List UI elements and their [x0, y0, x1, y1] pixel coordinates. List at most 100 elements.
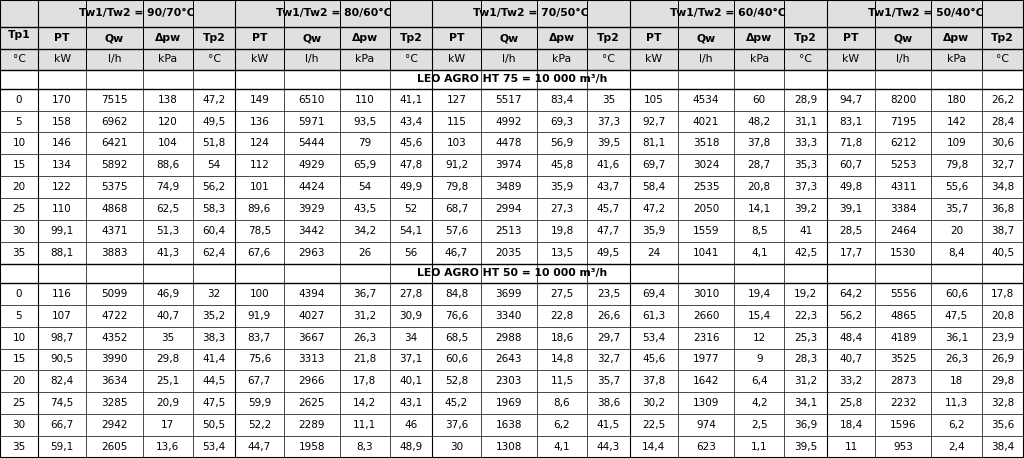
Text: 34,1: 34,1	[794, 398, 817, 408]
Text: 35,6: 35,6	[991, 420, 1015, 430]
Bar	[193, 0, 236, 27]
Text: 79,8: 79,8	[445, 182, 468, 192]
Text: 47,5: 47,5	[945, 311, 968, 321]
Text: 28,5: 28,5	[840, 226, 862, 236]
Text: Tp2: Tp2	[203, 33, 225, 43]
Text: l/h: l/h	[896, 55, 910, 65]
Text: 32,7: 32,7	[991, 160, 1015, 170]
Text: 35,7: 35,7	[597, 376, 620, 387]
Text: 45,2: 45,2	[445, 398, 468, 408]
Text: 2535: 2535	[693, 182, 719, 192]
Text: 15: 15	[12, 354, 26, 365]
Text: 52,2: 52,2	[248, 420, 271, 430]
Text: 4424: 4424	[298, 182, 325, 192]
Bar	[537, 27, 587, 49]
Text: 83,1: 83,1	[840, 116, 862, 126]
Text: 59,1: 59,1	[50, 442, 74, 452]
Text: 41,4: 41,4	[203, 354, 225, 365]
Text: 32,7: 32,7	[597, 354, 620, 365]
Text: l/h: l/h	[502, 55, 515, 65]
Text: 47,7: 47,7	[597, 226, 620, 236]
Text: 71,8: 71,8	[840, 138, 862, 148]
Text: 31,1: 31,1	[794, 116, 817, 126]
Text: 65,9: 65,9	[353, 160, 377, 170]
Text: 8,5: 8,5	[751, 226, 768, 236]
Text: 34,2: 34,2	[353, 226, 377, 236]
Text: 25,1: 25,1	[156, 376, 179, 387]
Text: 30: 30	[12, 420, 26, 430]
Text: 109: 109	[946, 138, 967, 148]
Bar	[390, 27, 432, 49]
Bar	[390, 49, 432, 70]
Bar	[587, 27, 630, 49]
Bar	[0, 414, 1024, 436]
Text: Tw1/Tw2 = 50/40°C: Tw1/Tw2 = 50/40°C	[867, 8, 983, 18]
Text: 4,1: 4,1	[751, 248, 768, 258]
Text: 98,7: 98,7	[50, 333, 74, 343]
Text: 93,5: 93,5	[353, 116, 377, 126]
Text: 1638: 1638	[496, 420, 522, 430]
Bar	[0, 70, 1024, 89]
Text: 81,1: 81,1	[642, 138, 666, 148]
Bar	[86, 27, 142, 49]
Text: 4371: 4371	[101, 226, 128, 236]
Text: 79: 79	[358, 138, 372, 148]
Text: 5253: 5253	[890, 160, 916, 170]
Text: kW: kW	[251, 55, 268, 65]
Text: 2966: 2966	[298, 376, 325, 387]
Text: 2303: 2303	[496, 376, 522, 387]
Bar	[876, 49, 931, 70]
Text: 18,6: 18,6	[551, 333, 573, 343]
Text: 47,8: 47,8	[399, 160, 423, 170]
Bar	[982, 27, 1024, 49]
Text: 68,5: 68,5	[445, 333, 468, 343]
Text: 35: 35	[12, 442, 26, 452]
Text: 3883: 3883	[101, 248, 128, 258]
Text: 57,6: 57,6	[445, 226, 468, 236]
Bar	[236, 27, 284, 49]
Text: 2232: 2232	[890, 398, 916, 408]
Text: Tp2: Tp2	[399, 33, 423, 43]
Text: 45,6: 45,6	[642, 354, 666, 365]
Text: 17: 17	[161, 420, 174, 430]
Text: 41: 41	[799, 226, 812, 236]
Text: 17,8: 17,8	[991, 289, 1015, 299]
Text: 48,2: 48,2	[748, 116, 771, 126]
Text: 23,5: 23,5	[597, 289, 620, 299]
Text: 35: 35	[161, 333, 174, 343]
Text: 90,5: 90,5	[50, 354, 74, 365]
Text: °C: °C	[602, 55, 614, 65]
Text: 31,2: 31,2	[353, 311, 377, 321]
Text: 3024: 3024	[693, 160, 719, 170]
Text: 4722: 4722	[101, 311, 128, 321]
Text: 136: 136	[250, 116, 269, 126]
Text: 40,1: 40,1	[399, 376, 423, 387]
Text: 17,7: 17,7	[840, 248, 862, 258]
Text: 18,4: 18,4	[840, 420, 862, 430]
Text: 26,3: 26,3	[945, 354, 968, 365]
Text: 39,5: 39,5	[597, 138, 620, 148]
Bar	[0, 110, 1024, 132]
Bar	[784, 0, 826, 27]
Text: 6,4: 6,4	[751, 376, 768, 387]
Bar	[982, 49, 1024, 70]
Text: 88,6: 88,6	[156, 160, 179, 170]
Text: 36,9: 36,9	[794, 420, 817, 430]
Text: 5099: 5099	[101, 289, 128, 299]
Text: 180: 180	[946, 95, 967, 104]
Text: 4021: 4021	[693, 116, 719, 126]
Text: 28,4: 28,4	[991, 116, 1015, 126]
Text: °C: °C	[208, 55, 220, 65]
Bar	[0, 305, 1024, 327]
Text: 29,7: 29,7	[597, 333, 620, 343]
Text: 38,7: 38,7	[991, 226, 1015, 236]
Text: l/h: l/h	[699, 55, 713, 65]
Text: 39,1: 39,1	[840, 204, 862, 214]
Bar	[587, 49, 630, 70]
Text: 2,5: 2,5	[751, 420, 768, 430]
Text: 8,3: 8,3	[356, 442, 373, 452]
Text: kPa: kPa	[553, 55, 571, 65]
Bar	[678, 27, 734, 49]
Bar	[876, 0, 931, 27]
Text: 35: 35	[12, 248, 26, 258]
